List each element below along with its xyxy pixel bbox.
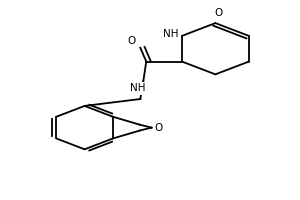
Text: NH: NH <box>130 83 145 93</box>
Text: O: O <box>127 36 136 46</box>
Text: O: O <box>154 123 163 133</box>
Text: O: O <box>214 8 223 18</box>
Text: NH: NH <box>164 29 179 39</box>
